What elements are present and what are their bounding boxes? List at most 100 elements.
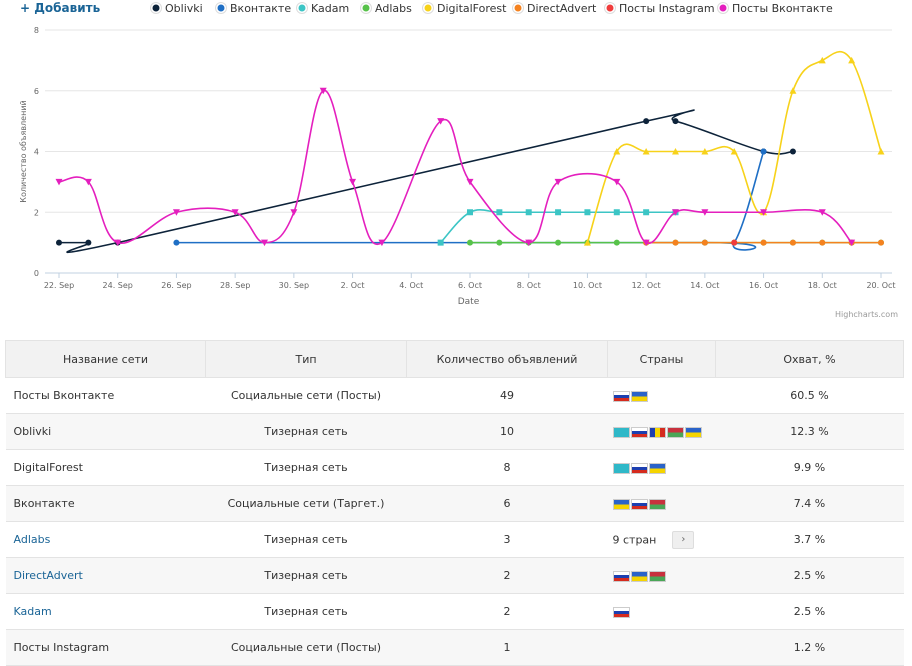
data-point[interactable] (437, 118, 445, 125)
data-point[interactable] (583, 239, 591, 246)
network-name[interactable]: DirectAdvert (13, 569, 83, 582)
legend-item[interactable]: DigitalForest (422, 2, 508, 15)
network-type: Социальные сети (Посты) (230, 389, 382, 402)
data-point[interactable] (818, 56, 826, 64)
data-point[interactable] (789, 148, 796, 155)
legend-marker (719, 4, 727, 12)
data-point[interactable] (672, 239, 679, 246)
data-point[interactable] (231, 209, 239, 216)
series-line[interactable] (58, 109, 794, 254)
data-point[interactable] (760, 239, 767, 246)
data-point[interactable] (55, 178, 63, 186)
flag-icon-ru (612, 606, 630, 618)
data-point[interactable] (643, 118, 650, 125)
data-point[interactable] (496, 239, 503, 246)
legend-item[interactable]: DirectAdvert (512, 2, 598, 15)
col-header-reach[interactable]: Охват, % (715, 340, 904, 378)
data-point[interactable] (555, 209, 562, 216)
chevron-right-icon[interactable]: › (672, 530, 695, 549)
col-header-network[interactable]: Название сети (5, 340, 206, 378)
data-point[interactable] (642, 148, 650, 155)
data-point[interactable] (378, 239, 386, 247)
countries-count: 9 стран (612, 533, 657, 546)
data-point[interactable] (613, 209, 620, 216)
legend-item[interactable]: Вконтакте (215, 2, 292, 15)
data-point[interactable] (349, 178, 357, 186)
data-point[interactable] (525, 209, 532, 216)
x-tick-label: 18. Oct (808, 281, 837, 290)
y-axis-title: Количество объявлений (19, 100, 28, 202)
add-button[interactable]: + Добавить (20, 1, 101, 15)
data-point[interactable] (613, 148, 621, 155)
data-point[interactable] (730, 148, 738, 155)
network-name[interactable]: Kadam (13, 605, 52, 618)
legend-item[interactable]: Adlabs (360, 2, 413, 15)
data-point[interactable] (848, 239, 856, 247)
data-point[interactable] (496, 209, 503, 216)
data-point[interactable] (525, 239, 533, 247)
col-header-type[interactable]: Тип (205, 340, 407, 378)
data-point[interactable] (613, 239, 620, 246)
data-point[interactable] (56, 239, 62, 246)
legend-item[interactable]: Oblivki (150, 2, 203, 15)
data-point[interactable] (554, 178, 562, 186)
col-header-count[interactable]: Количество объявлений (406, 340, 608, 378)
data-point[interactable] (173, 239, 180, 246)
chart-legend: Oblivki Вконтакте Kadam Adlabs DigitalForest… (150, 2, 833, 15)
legend-label: Kadam (311, 2, 349, 15)
data-point[interactable] (85, 239, 92, 246)
y-tick-label: 6 (34, 87, 39, 96)
data-point[interactable] (877, 148, 885, 155)
data-point[interactable] (555, 239, 562, 246)
data-point[interactable] (878, 239, 884, 246)
data-point[interactable] (584, 209, 591, 216)
data-point[interactable] (172, 209, 180, 216)
col-header-countries[interactable]: Страны (607, 340, 716, 378)
table-header-row: Название сети Тип Количество объявлений … (5, 340, 904, 378)
data-point[interactable] (290, 209, 298, 216)
table-row: Посты Вконтакте Социальные сети (Посты) 49… (5, 377, 904, 414)
data-point[interactable] (613, 178, 621, 186)
chart-credits[interactable]: Highcharts.com (835, 310, 898, 319)
data-point[interactable] (789, 87, 797, 94)
series-line[interactable] (176, 151, 765, 251)
data-point[interactable] (114, 239, 122, 247)
reach-value: 3.7 % (793, 533, 826, 546)
data-point[interactable] (819, 239, 826, 246)
data-point[interactable] (672, 118, 679, 125)
data-point[interactable] (437, 239, 444, 246)
x-tick-label: 14. Oct (690, 281, 719, 290)
data-point[interactable] (731, 239, 738, 246)
data-point[interactable] (319, 87, 327, 95)
data-point[interactable] (701, 209, 709, 216)
data-point[interactable] (672, 209, 679, 216)
legend-item[interactable]: Посты Вконтакте (717, 2, 833, 15)
data-point[interactable] (701, 239, 708, 246)
data-point[interactable] (672, 148, 679, 155)
legend-item[interactable]: Посты Instagram (604, 2, 715, 15)
data-point[interactable] (760, 209, 768, 216)
network-type: Социальные сети (Посты) (230, 641, 382, 654)
data-point[interactable] (467, 239, 473, 246)
ad-count: 2 (503, 605, 511, 618)
flag-icon-kz (612, 426, 630, 438)
legend-label: Вконтакте (230, 2, 291, 15)
legend-item[interactable]: Kadam (296, 2, 350, 15)
ad-count: 3 (503, 533, 511, 546)
data-point[interactable] (643, 209, 650, 216)
data-point[interactable] (466, 178, 474, 186)
data-point[interactable] (642, 239, 650, 247)
series-line[interactable] (58, 89, 853, 246)
series-line[interactable] (586, 50, 882, 243)
data-point[interactable] (760, 148, 767, 155)
data-point[interactable] (84, 178, 92, 186)
x-tick-label: 8. Oct (517, 281, 541, 290)
data-point[interactable] (848, 56, 856, 64)
data-point[interactable] (467, 209, 473, 216)
data-point[interactable] (789, 239, 796, 246)
data-point[interactable] (818, 209, 826, 216)
data-point[interactable] (701, 148, 709, 155)
network-name[interactable]: Adlabs (13, 533, 51, 546)
table-body: Посты Вконтакте Социальные сети (Посты) 49… (5, 377, 904, 666)
data-point[interactable] (261, 239, 268, 247)
